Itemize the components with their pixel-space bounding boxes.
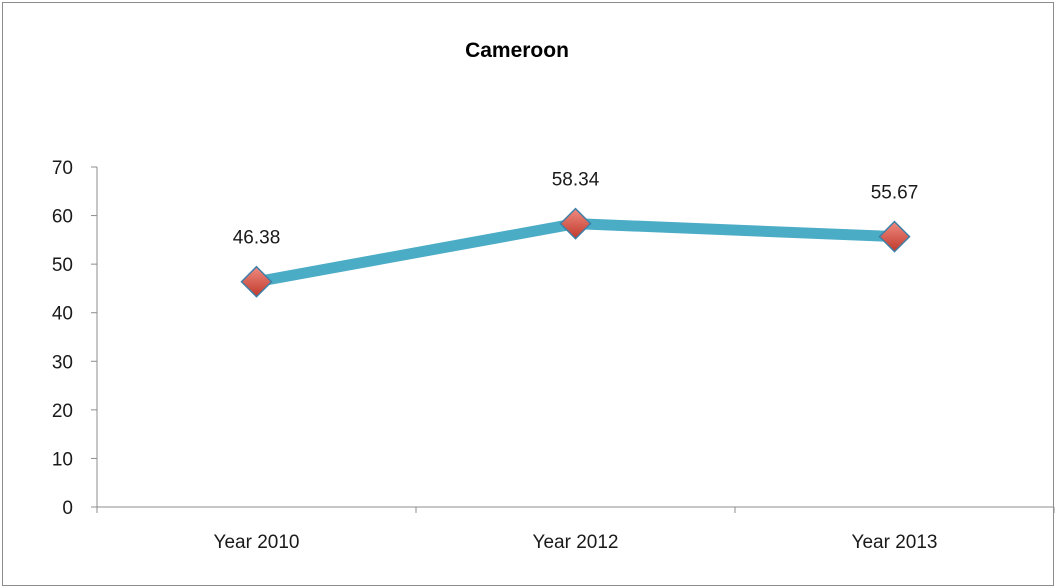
x-category-label: Year 2010 xyxy=(214,532,300,553)
chart-title: Cameroon xyxy=(465,39,569,62)
diamond-marker xyxy=(240,265,273,298)
data-label: 46.38 xyxy=(233,228,281,249)
y-tick-label: 60 xyxy=(52,207,73,228)
y-tick-label: 30 xyxy=(52,352,73,373)
x-category-label: Year 2012 xyxy=(533,532,619,553)
series-layer: 46.38 58.34 55.67 xyxy=(233,170,919,298)
y-tick-label: 70 xyxy=(52,158,73,179)
y-tick-label: 20 xyxy=(52,401,73,422)
y-tick-label: 10 xyxy=(52,449,73,470)
y-tick-label: 40 xyxy=(52,304,73,325)
diamond-marker xyxy=(878,220,911,253)
data-label: 55.67 xyxy=(871,183,919,204)
y-tick-label: 50 xyxy=(52,255,73,276)
data-label: 58.34 xyxy=(552,170,600,191)
axes: 0 10 20 30 40 50 60 70 Year 2010 Year 2012 Year 20… xyxy=(52,158,1055,553)
diamond-marker xyxy=(559,207,592,240)
y-tick-label: 0 xyxy=(62,498,73,519)
x-category-label: Year 2013 xyxy=(852,532,938,553)
